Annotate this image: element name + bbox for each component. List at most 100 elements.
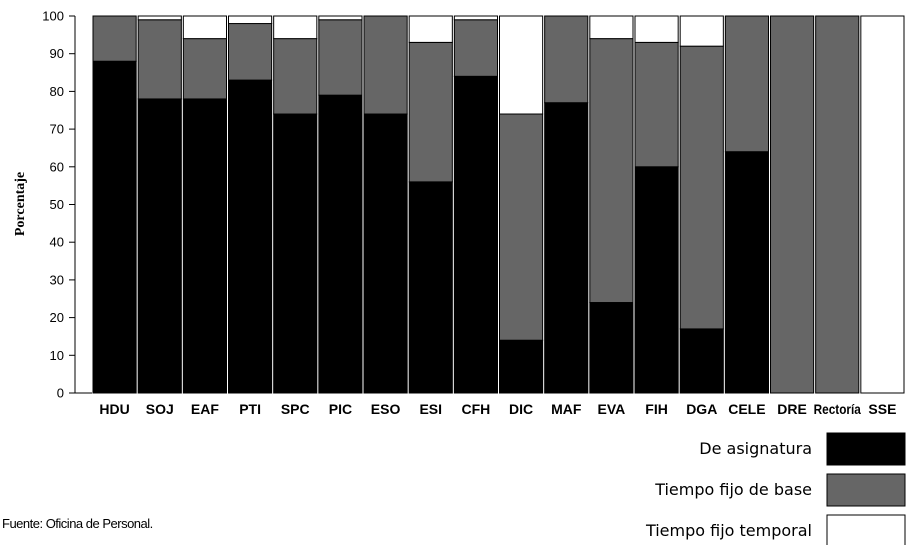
bar-segment <box>724 151 769 394</box>
x-category-label: DIC <box>509 401 533 417</box>
bar-segment <box>137 15 182 21</box>
x-category-label: DRE <box>777 401 807 417</box>
bar-group <box>408 15 453 394</box>
x-category-label: SSE <box>868 401 896 417</box>
bar-segment <box>318 19 363 96</box>
bar-segment <box>363 15 408 115</box>
legend-item: Tiempo fijo temporal <box>645 514 906 545</box>
bar-segment <box>182 38 227 100</box>
bar-segment <box>860 15 905 394</box>
legend: De asignatura Tiempo fijo de base Tiempo f… <box>645 432 906 545</box>
bar-group <box>92 15 137 394</box>
legend-swatch <box>826 473 906 507</box>
bar-segment <box>92 60 137 394</box>
bar-segment <box>589 302 634 394</box>
bar-segment <box>273 38 318 115</box>
legend-label: Tiempo fijo temporal <box>645 521 812 540</box>
bar-segment <box>408 181 453 394</box>
bar-group <box>634 15 679 394</box>
bar-segment <box>499 339 544 394</box>
bar-segment <box>228 79 273 394</box>
bar-segment <box>679 328 724 394</box>
bar-segment <box>453 15 499 21</box>
x-category-label: DGA <box>686 401 717 417</box>
plot-area <box>92 15 905 394</box>
bar-group <box>137 15 182 394</box>
x-axis-labels: HDU SOJ EAF PTI SPC PIC ESO ESI CFH DIC MAF EVA FIH D… <box>99 401 896 417</box>
bar-group <box>499 15 544 394</box>
legend-label: De asignatura <box>699 439 812 458</box>
x-category-label: CELE <box>728 401 765 417</box>
legend-swatch <box>826 514 906 545</box>
y-tick-label: 40 <box>50 235 64 250</box>
bar-segment <box>228 23 273 81</box>
bar-group <box>544 15 589 394</box>
bar-segment <box>318 94 363 394</box>
bar-segment <box>137 19 182 100</box>
legend-label: Tiempo fijo de base <box>654 480 812 499</box>
bar-segment <box>679 15 724 47</box>
bar-group <box>770 15 815 394</box>
bar-group <box>182 15 227 394</box>
bar-segment <box>499 15 544 115</box>
bar-segment <box>453 19 499 77</box>
y-tick-label: 50 <box>50 197 64 212</box>
bar-group <box>724 15 769 394</box>
bar-group <box>363 15 408 394</box>
bar-segment <box>453 75 499 394</box>
x-category-label: PIC <box>329 401 352 417</box>
bar-segment <box>92 15 137 62</box>
bar-group <box>318 15 363 394</box>
legend-item: Tiempo fijo de base <box>654 473 906 507</box>
bar-group <box>228 15 273 394</box>
bar-segment <box>815 15 860 394</box>
bar-group <box>679 15 724 394</box>
x-category-label: SPC <box>281 401 310 417</box>
bar-segment <box>137 98 182 394</box>
bar-segment <box>499 113 544 341</box>
bar-segment <box>318 15 363 21</box>
x-category-label: CFH <box>462 401 491 417</box>
y-tick-label: 0 <box>57 386 64 401</box>
source-note: Fuente: Oficina de Personal. <box>2 516 153 531</box>
y-tick-label: 80 <box>50 84 64 99</box>
bar-segment <box>408 15 453 43</box>
bar-segment <box>363 113 408 394</box>
bar-segment <box>634 166 679 394</box>
y-tick-label: 30 <box>50 272 64 287</box>
bar-segment <box>273 113 318 394</box>
y-tick-label: 100 <box>42 9 64 24</box>
x-category-label: EVA <box>598 401 626 417</box>
y-tick-label: 20 <box>50 310 64 325</box>
bar-group <box>815 15 860 394</box>
bar-segment <box>724 15 769 153</box>
x-category-label: Rectoría <box>814 401 861 417</box>
bar-segment <box>679 45 724 330</box>
bar-group <box>273 15 318 394</box>
bar-group <box>589 15 634 394</box>
legend-item: De asignatura <box>699 432 906 466</box>
y-tick-label: 60 <box>50 159 64 174</box>
x-category-label: PTI <box>239 401 261 417</box>
bar-group <box>453 15 499 394</box>
x-category-label: SOJ <box>146 401 174 417</box>
bar-segment <box>182 98 227 394</box>
bar-segment <box>634 15 679 43</box>
bar-segment <box>589 38 634 304</box>
x-category-label: MAF <box>551 401 582 417</box>
y-tick-label: 10 <box>50 348 64 363</box>
x-category-label: EAF <box>191 401 219 417</box>
x-category-label: FIH <box>645 401 668 417</box>
bar-segment <box>544 15 589 104</box>
x-category-label: HDU <box>99 401 129 417</box>
bar-segment <box>228 15 273 25</box>
legend-swatch <box>826 432 906 466</box>
bar-segment <box>634 41 679 168</box>
y-tick-label: 70 <box>50 122 64 137</box>
bar-segment <box>408 41 453 183</box>
bar-segment <box>182 15 227 40</box>
x-category-label: ESO <box>371 401 401 417</box>
y-tick-label: 90 <box>50 46 64 61</box>
bar-segment <box>770 15 815 394</box>
